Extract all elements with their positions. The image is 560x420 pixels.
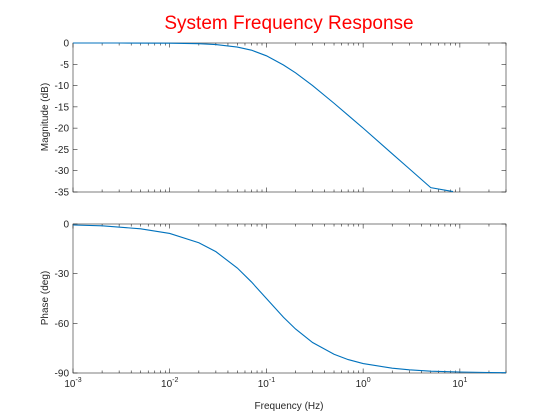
magnitude-y-axis-label: Magnitude (dB) bbox=[40, 83, 51, 151]
x-tick-label: 100 bbox=[356, 377, 371, 390]
x-tick-label: 10-1 bbox=[258, 377, 275, 390]
x-tick-label: 10-3 bbox=[64, 377, 81, 390]
phase-y-axis-label: Phase (deg) bbox=[40, 271, 51, 325]
phase-y-tick-label: -30 bbox=[55, 269, 70, 280]
magnitude-axes: 0 -5 -10 -15 -20 -25 -30 -35 bbox=[55, 39, 507, 199]
magnitude-axes-box bbox=[72, 42, 507, 193]
magnitude-y-tick-label: 0 bbox=[63, 39, 69, 50]
magnitude-y-tick-label: -5 bbox=[60, 60, 69, 71]
phase-y-tick-label: -90 bbox=[55, 369, 70, 380]
magnitude-y-tick-label: -20 bbox=[55, 124, 70, 135]
x-tick-label: 101 bbox=[452, 377, 467, 390]
phase-axes-box bbox=[72, 223, 507, 374]
chart-title: System Frequency Response bbox=[164, 13, 413, 34]
magnitude-y-tick-label: -30 bbox=[55, 166, 70, 177]
magnitude-series-line bbox=[73, 42, 454, 193]
magnitude-y-tick-label: -25 bbox=[55, 145, 70, 156]
magnitude-y-tick-label: -35 bbox=[55, 188, 70, 199]
phase-y-tick-label: 0 bbox=[63, 220, 69, 231]
x-axis-label: Frequency (Hz) bbox=[255, 401, 324, 412]
x-tick-label: 10-2 bbox=[161, 377, 178, 390]
phase-y-tick-label: -60 bbox=[55, 319, 70, 330]
magnitude-y-tick-label: -15 bbox=[55, 102, 70, 113]
magnitude-y-tick-label: -10 bbox=[55, 81, 70, 92]
phase-series-line bbox=[72, 224, 507, 374]
